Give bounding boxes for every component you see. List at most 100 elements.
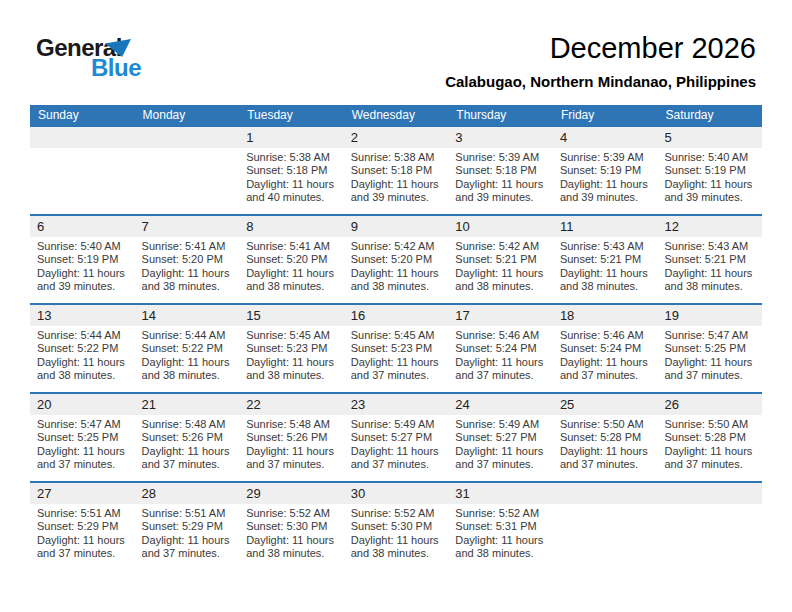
daylight-minutes-text: and 38 minutes.	[560, 280, 654, 293]
day-number-strip: 11	[553, 216, 658, 237]
day-cell-22: 22 Sunrise: 5:48 AMSunset: 5:26 PMDaylig…	[239, 394, 344, 481]
day-number: 5	[664, 130, 671, 145]
sunrise-text: Sunrise: 5:47 AM	[37, 418, 131, 431]
day-details: Sunrise: 5:50 AMSunset: 5:28 PMDaylight:…	[657, 415, 762, 472]
title-block: December 2026 Calabugao, Northern Mindan…	[445, 32, 756, 90]
day-number-strip	[553, 483, 658, 504]
daylight-hours-text: Daylight: 11 hours	[351, 356, 445, 369]
day-cell-28: 28 Sunrise: 5:51 AMSunset: 5:29 PMDaylig…	[135, 483, 240, 570]
sunset-text: Sunset: 5:18 PM	[351, 164, 445, 177]
day-cell-1: 1 Sunrise: 5:38 AMSunset: 5:18 PMDayligh…	[239, 127, 344, 214]
sunrise-text: Sunrise: 5:38 AM	[246, 151, 340, 164]
empty-day-cell	[135, 127, 240, 214]
weekday-header-thursday: Thursday	[448, 105, 553, 125]
day-details: Sunrise: 5:41 AMSunset: 5:20 PMDaylight:…	[239, 237, 344, 294]
daylight-minutes-text: and 38 minutes.	[455, 280, 549, 293]
day-number-strip: 31	[448, 483, 553, 504]
day-details: Sunrise: 5:51 AMSunset: 5:29 PMDaylight:…	[135, 504, 240, 561]
day-number: 19	[664, 308, 678, 323]
empty-day-cell	[553, 483, 658, 570]
day-number-strip: 20	[30, 394, 135, 415]
empty-day-cell	[30, 127, 135, 214]
daylight-minutes-text: and 38 minutes.	[142, 280, 236, 293]
sunrise-text: Sunrise: 5:48 AM	[246, 418, 340, 431]
daylight-hours-text: Daylight: 11 hours	[560, 178, 654, 191]
sunset-text: Sunset: 5:19 PM	[560, 164, 654, 177]
sunset-text: Sunset: 5:24 PM	[455, 342, 549, 355]
day-number-strip: 1	[239, 127, 344, 148]
day-number: 7	[142, 219, 149, 234]
weekday-header-tuesday: Tuesday	[239, 105, 344, 125]
daylight-minutes-text: and 38 minutes.	[455, 547, 549, 560]
day-cell-24: 24 Sunrise: 5:49 AMSunset: 5:27 PMDaylig…	[448, 394, 553, 481]
sunset-text: Sunset: 5:27 PM	[351, 431, 445, 444]
day-cell-21: 21 Sunrise: 5:48 AMSunset: 5:26 PMDaylig…	[135, 394, 240, 481]
sunrise-text: Sunrise: 5:52 AM	[455, 507, 549, 520]
daylight-hours-text: Daylight: 11 hours	[455, 534, 549, 547]
weekday-header-friday: Friday	[553, 105, 658, 125]
day-number: 23	[351, 397, 365, 412]
weekday-header-wednesday: Wednesday	[344, 105, 449, 125]
day-number: 10	[455, 219, 469, 234]
daylight-hours-text: Daylight: 11 hours	[246, 178, 340, 191]
day-number: 6	[37, 219, 44, 234]
day-cell-12: 12 Sunrise: 5:43 AMSunset: 5:21 PMDaylig…	[657, 216, 762, 303]
day-details: Sunrise: 5:38 AMSunset: 5:18 PMDaylight:…	[344, 148, 449, 205]
day-number: 20	[37, 397, 51, 412]
day-number-strip: 7	[135, 216, 240, 237]
daylight-minutes-text: and 37 minutes.	[37, 547, 131, 560]
sunrise-text: Sunrise: 5:42 AM	[455, 240, 549, 253]
day-number: 2	[351, 130, 358, 145]
daylight-minutes-text: and 37 minutes.	[246, 458, 340, 471]
day-number: 4	[560, 130, 567, 145]
sunset-text: Sunset: 5:18 PM	[246, 164, 340, 177]
sunrise-text: Sunrise: 5:41 AM	[246, 240, 340, 253]
sunrise-text: Sunrise: 5:52 AM	[351, 507, 445, 520]
day-cell-19: 19 Sunrise: 5:47 AMSunset: 5:25 PMDaylig…	[657, 305, 762, 392]
day-cell-30: 30 Sunrise: 5:52 AMSunset: 5:30 PMDaylig…	[344, 483, 449, 570]
day-number: 25	[560, 397, 574, 412]
sunset-text: Sunset: 5:28 PM	[560, 431, 654, 444]
daylight-hours-text: Daylight: 11 hours	[455, 267, 549, 280]
day-number-strip: 16	[344, 305, 449, 326]
day-number-strip: 26	[657, 394, 762, 415]
day-details: Sunrise: 5:48 AMSunset: 5:26 PMDaylight:…	[135, 415, 240, 472]
day-number: 21	[142, 397, 156, 412]
logo: General Blue	[36, 36, 141, 80]
day-details: Sunrise: 5:47 AMSunset: 5:25 PMDaylight:…	[657, 326, 762, 383]
daylight-minutes-text: and 38 minutes.	[351, 280, 445, 293]
daylight-minutes-text: and 37 minutes.	[37, 458, 131, 471]
day-cell-4: 4 Sunrise: 5:39 AMSunset: 5:19 PMDayligh…	[553, 127, 658, 214]
daylight-minutes-text: and 39 minutes.	[455, 191, 549, 204]
day-number-strip: 22	[239, 394, 344, 415]
day-number: 13	[37, 308, 51, 323]
day-details	[657, 504, 762, 507]
day-details: Sunrise: 5:39 AMSunset: 5:19 PMDaylight:…	[553, 148, 658, 205]
daylight-hours-text: Daylight: 11 hours	[351, 534, 445, 547]
day-details: Sunrise: 5:51 AMSunset: 5:29 PMDaylight:…	[30, 504, 135, 561]
day-number-strip: 9	[344, 216, 449, 237]
day-number: 14	[142, 308, 156, 323]
daylight-minutes-text: and 38 minutes.	[246, 547, 340, 560]
sunset-text: Sunset: 5:22 PM	[37, 342, 131, 355]
weekday-header-monday: Monday	[135, 105, 240, 125]
day-number-strip: 21	[135, 394, 240, 415]
sunset-text: Sunset: 5:28 PM	[664, 431, 758, 444]
day-cell-15: 15 Sunrise: 5:45 AMSunset: 5:23 PMDaylig…	[239, 305, 344, 392]
day-number-strip: 4	[553, 127, 658, 148]
day-details: Sunrise: 5:42 AMSunset: 5:21 PMDaylight:…	[448, 237, 553, 294]
day-number-strip: 6	[30, 216, 135, 237]
daylight-hours-text: Daylight: 11 hours	[246, 534, 340, 547]
sunrise-text: Sunrise: 5:49 AM	[455, 418, 549, 431]
day-number-strip: 3	[448, 127, 553, 148]
day-number-strip: 5	[657, 127, 762, 148]
day-cell-8: 8 Sunrise: 5:41 AMSunset: 5:20 PMDayligh…	[239, 216, 344, 303]
day-number-strip: 27	[30, 483, 135, 504]
sunset-text: Sunset: 5:18 PM	[455, 164, 549, 177]
sunset-text: Sunset: 5:19 PM	[664, 164, 758, 177]
day-cell-14: 14 Sunrise: 5:44 AMSunset: 5:22 PMDaylig…	[135, 305, 240, 392]
daylight-minutes-text: and 37 minutes.	[351, 369, 445, 382]
sunrise-text: Sunrise: 5:51 AM	[37, 507, 131, 520]
day-details: Sunrise: 5:39 AMSunset: 5:18 PMDaylight:…	[448, 148, 553, 205]
logo-triangle-icon	[105, 39, 131, 57]
